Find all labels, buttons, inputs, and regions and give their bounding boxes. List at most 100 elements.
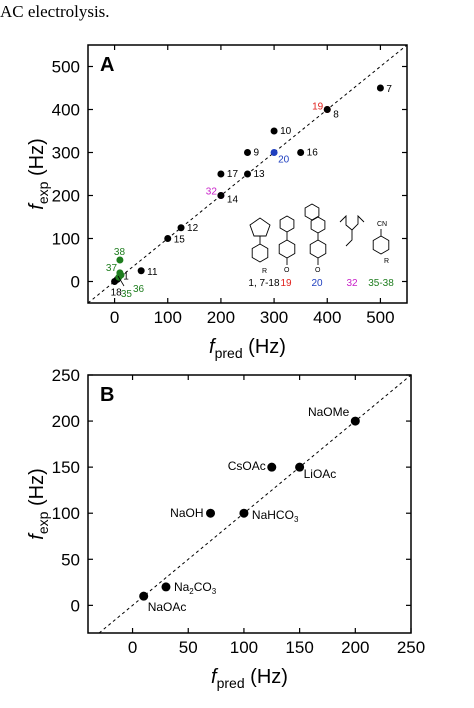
point-label: 19 xyxy=(312,102,324,113)
point-label: 14 xyxy=(227,195,239,206)
y-axis-label: fexp (Hz) xyxy=(26,468,51,539)
point-label: NaOMe xyxy=(308,405,350,419)
x-axis-label: fpred (Hz) xyxy=(209,336,286,361)
point-label: 35 xyxy=(121,289,133,300)
point-label: LiOAc xyxy=(304,467,337,481)
x-tick-label: 300 xyxy=(260,308,288,327)
structure-group-label: 20 xyxy=(311,278,323,289)
data-point xyxy=(177,224,185,232)
y-tick-label: 400 xyxy=(52,101,80,120)
data-point xyxy=(270,127,278,135)
x-tick-label: 0 xyxy=(128,638,137,657)
point-label: CsOAc xyxy=(228,459,266,473)
y-tick-label: 150 xyxy=(52,458,80,477)
y-tick-label: 250 xyxy=(52,366,80,385)
point-label: 37 xyxy=(106,263,118,274)
point-label: 8 xyxy=(333,110,339,121)
amine-chain xyxy=(339,214,365,231)
y-tick-label: 200 xyxy=(52,187,80,206)
identity-line xyxy=(98,374,412,634)
point-label: 1 xyxy=(123,271,129,282)
x-tick-label: 50 xyxy=(179,638,198,657)
data-point xyxy=(244,170,251,178)
aryl-ring xyxy=(309,239,327,259)
x-tick-label: 150 xyxy=(285,638,313,657)
point-label: 36 xyxy=(133,284,145,295)
y-tick-label: 100 xyxy=(52,504,80,523)
amine-chain xyxy=(345,230,353,247)
methoxy-label: O xyxy=(284,267,290,274)
plot-frame xyxy=(87,44,408,304)
y-tick-label: 0 xyxy=(71,273,80,292)
x-tick-label: 200 xyxy=(341,638,369,657)
x-axis-label: fpred (Hz) xyxy=(211,666,288,691)
structure-inset: R O O CN R 1, 7-18 19 20 32 35-38 xyxy=(248,203,394,289)
aryl-ring xyxy=(278,239,296,259)
x-tick-label: 0 xyxy=(110,308,119,327)
data-point xyxy=(297,149,305,156)
data-point xyxy=(139,591,149,601)
plot-frame xyxy=(87,374,412,634)
nitrile-label: CN xyxy=(377,221,387,228)
x-tick-label: 250 xyxy=(397,638,425,657)
point-label: 32 xyxy=(206,187,218,198)
panel-label: A xyxy=(100,54,114,76)
data-point xyxy=(323,106,331,113)
structure-group-label: 35-38 xyxy=(368,278,394,289)
r-group-label: R xyxy=(384,258,389,265)
data-point xyxy=(376,84,384,92)
data-point xyxy=(217,170,225,178)
data-point xyxy=(295,462,305,472)
data-point xyxy=(244,149,251,156)
data-point xyxy=(217,192,225,199)
aryl-ring xyxy=(251,243,269,263)
point-label: 17 xyxy=(227,169,239,180)
point-label: Na2CO3 xyxy=(174,580,217,596)
structure-group-label: 19 xyxy=(280,278,292,289)
aryl-ring xyxy=(372,235,390,255)
point-label: 9 xyxy=(254,148,260,159)
structure-group-label: 32 xyxy=(346,278,358,289)
point-label: 15 xyxy=(174,235,186,246)
x-tick-label: 100 xyxy=(230,638,258,657)
point-label: 12 xyxy=(187,223,199,234)
point-label: 7 xyxy=(386,84,392,95)
y-tick-label: 300 xyxy=(52,144,80,163)
y-tick-label: 50 xyxy=(61,550,80,569)
point-label: 20 xyxy=(278,155,290,166)
point-label: 16 xyxy=(307,148,319,159)
piperidine-ring xyxy=(279,215,295,233)
structure-group-label: 1, 7-18 xyxy=(248,278,280,289)
point-label: 10 xyxy=(280,126,292,137)
x-tick-label: 100 xyxy=(154,308,182,327)
leader-line xyxy=(117,275,125,287)
y-tick-label: 200 xyxy=(52,412,80,431)
point-label: 38 xyxy=(114,247,126,258)
data-point xyxy=(164,235,172,242)
x-tick-label: 500 xyxy=(366,308,394,327)
data-point xyxy=(239,508,249,518)
data-point xyxy=(267,462,277,472)
point-label: NaOAc xyxy=(148,600,187,614)
pyrrolidine-ring xyxy=(249,217,271,237)
data-point xyxy=(161,582,171,592)
point-label: 11 xyxy=(147,267,158,278)
methoxy-label: O xyxy=(315,267,321,274)
y-axis-label: fexp (Hz) xyxy=(26,138,51,209)
y-tick-label: 100 xyxy=(52,230,80,249)
x-tick-label: 200 xyxy=(207,308,235,327)
data-point xyxy=(350,416,360,426)
point-label: 18 xyxy=(111,288,123,299)
point-label: NaOH xyxy=(170,506,203,520)
y-tick-label: 500 xyxy=(52,58,80,77)
data-point xyxy=(117,271,125,279)
y-tick-label: 0 xyxy=(71,596,80,615)
data-point xyxy=(116,256,124,264)
data-point xyxy=(111,278,119,285)
caption-text: AC electrolysis. xyxy=(0,2,110,21)
data-point xyxy=(206,508,216,518)
panel-label: B xyxy=(100,384,114,406)
data-point xyxy=(137,267,145,275)
